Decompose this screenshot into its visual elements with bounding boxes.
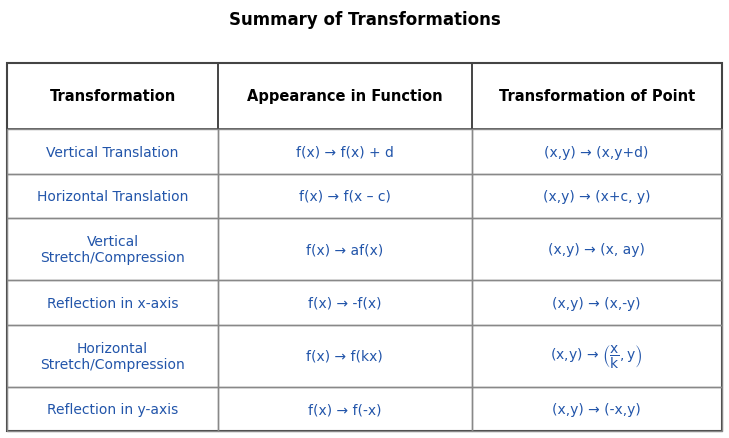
Bar: [218, 281, 472, 325]
Bar: [7, 325, 218, 387]
Bar: [7, 130, 218, 174]
Text: f(x) → af(x): f(x) → af(x): [306, 243, 383, 257]
Bar: [218, 387, 472, 431]
Bar: [7, 64, 722, 431]
Bar: [472, 281, 722, 325]
Text: Vertical
Stretch/Compression: Vertical Stretch/Compression: [40, 235, 185, 265]
Bar: [7, 174, 218, 219]
Text: (x,y) → (x, ay): (x,y) → (x, ay): [548, 243, 645, 257]
Bar: [472, 325, 722, 387]
Text: Horizontal
Stretch/Compression: Horizontal Stretch/Compression: [40, 341, 185, 371]
Bar: [218, 64, 472, 130]
Bar: [472, 64, 722, 130]
Text: Transformation: Transformation: [50, 89, 176, 104]
Bar: [7, 281, 218, 325]
Text: f(x) → f(x) + d: f(x) → f(x) + d: [296, 145, 394, 159]
Text: Reflection in y-axis: Reflection in y-axis: [47, 402, 179, 416]
Bar: [472, 130, 722, 174]
Text: Reflection in x-axis: Reflection in x-axis: [47, 296, 179, 310]
Text: Summary of Transformations: Summary of Transformations: [229, 11, 500, 29]
Text: (x,y) → (-x,y): (x,y) → (-x,y): [553, 402, 641, 416]
Bar: [472, 387, 722, 431]
Bar: [218, 325, 472, 387]
Text: (x,y) → (x,-y): (x,y) → (x,-y): [553, 296, 641, 310]
Text: f(x) → -f(x): f(x) → -f(x): [308, 296, 381, 310]
Text: (x,y) → $\left(\dfrac{\mathrm{x}}{\mathrm{k}},\mathrm{y}\right)$: (x,y) → $\left(\dfrac{\mathrm{x}}{\mathr…: [550, 343, 643, 370]
Text: Vertical Translation: Vertical Translation: [47, 145, 179, 159]
Bar: [218, 219, 472, 281]
Bar: [7, 387, 218, 431]
Bar: [472, 174, 722, 219]
Text: Appearance in Function: Appearance in Function: [247, 89, 443, 104]
Text: Transformation of Point: Transformation of Point: [499, 89, 695, 104]
Text: f(x) → f(-x): f(x) → f(-x): [308, 402, 381, 416]
Bar: [218, 130, 472, 174]
Bar: [218, 174, 472, 219]
Text: (x,y) → (x+c, y): (x,y) → (x+c, y): [543, 190, 650, 204]
Text: f(x) → f(kx): f(x) → f(kx): [306, 349, 383, 363]
Text: f(x) → f(x – c): f(x) → f(x – c): [299, 190, 391, 204]
Bar: [7, 64, 218, 130]
Text: (x,y) → (x,y+d): (x,y) → (x,y+d): [545, 145, 649, 159]
Bar: [472, 219, 722, 281]
Text: Horizontal Translation: Horizontal Translation: [37, 190, 188, 204]
Bar: [7, 219, 218, 281]
